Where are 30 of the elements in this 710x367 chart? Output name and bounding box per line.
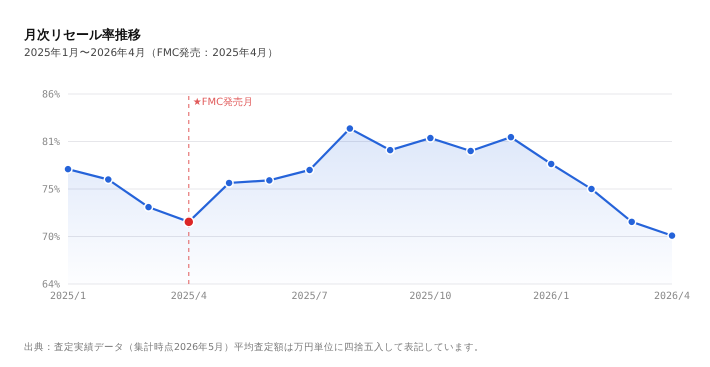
point (626, 217, 636, 227)
x-tick-label: 2025/7 (292, 291, 328, 302)
point (264, 176, 274, 186)
point (224, 178, 234, 188)
point (586, 184, 596, 194)
y-tick-label: 70% (42, 232, 60, 244)
point (144, 202, 154, 212)
point (104, 174, 114, 184)
y-tick-label: 64% (42, 280, 60, 291)
x-tick-label: 2025/1 (50, 291, 86, 302)
x-tick-label: 2026/4 (654, 291, 690, 302)
point (506, 132, 516, 142)
point (667, 230, 677, 240)
point (304, 165, 314, 175)
x-tick-label: 2025/4 (170, 291, 207, 302)
y-tick-label: 81% (42, 137, 60, 148)
chart-title: 月次リセール率推移 (24, 26, 141, 44)
chart-subtitle: 2025年1月〜2026年4月（FMC発売：2025年4月） (24, 46, 279, 60)
ref-line-label: ★FMC発売月 (192, 96, 254, 108)
source-note: 出典：査定実績データ（集計時点2026年5月）平均査定額は万円単位に四捨五入して表記しています。 (24, 341, 484, 354)
point (63, 164, 73, 174)
x-tick-label: 2026/1 (533, 291, 570, 302)
point (385, 145, 395, 155)
point (426, 133, 436, 143)
point (466, 146, 476, 156)
y-tick-label: 86% (42, 90, 60, 101)
point (345, 124, 355, 134)
x-tick-label: 2025/10 (409, 291, 452, 302)
point (546, 159, 556, 169)
y-tick-label: 75% (42, 184, 60, 196)
